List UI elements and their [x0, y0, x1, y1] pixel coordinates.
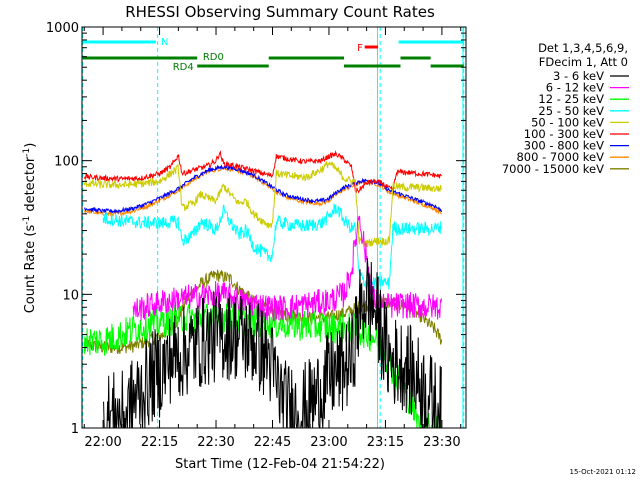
legend-label-6: 100 - 300 keV	[524, 127, 604, 141]
y-axis: 1 10 100 1000	[46, 21, 466, 437]
y-label-main: Count Rate (s	[23, 225, 38, 314]
legend: Det 1,3,4,5,6,9, FDecim 1, Att 0 3 - 6 k…	[502, 41, 629, 176]
x-axis: 22:00 22:15 22:30 22:45 23:00 23:15 23:30	[83, 27, 462, 450]
x-tick-label: 22:30	[197, 435, 234, 450]
y-label-sup2: -1	[22, 148, 32, 157]
annotation-f: F	[357, 43, 363, 54]
x-tick-label: 22:15	[141, 435, 178, 450]
annotation-rd4: RD4	[173, 62, 194, 73]
y-tick-label: 1000	[46, 21, 79, 36]
legend-label-5: 50 - 100 keV	[531, 115, 604, 129]
y-label-sup1: -1	[22, 216, 32, 225]
x-tick-label: 23:00	[310, 435, 347, 450]
chart-title: RHESSI Observing Summary Count Rates	[125, 3, 435, 21]
plot-area	[82, 27, 465, 428]
y-axis-label: Count Rate (s-1 detector-1)	[22, 143, 38, 314]
timestamp: 15-Oct-2021 01:12	[570, 468, 636, 476]
legend-header-1: Det 1,3,4,5,6,9,	[538, 41, 628, 55]
y-label-end: )	[23, 143, 38, 148]
y-label-mid: detector	[23, 156, 38, 216]
series-line-1	[102, 258, 442, 428]
annotation-n: N	[161, 37, 168, 48]
legend-label-7: 300 - 800 keV	[524, 139, 604, 153]
legend-label-9: 7000 - 15000 keV	[502, 162, 604, 176]
legend-label-8: 800 - 7000 keV	[516, 150, 604, 164]
legend-label-2: 6 - 12 keV	[546, 81, 604, 95]
plot-frame	[81, 26, 467, 429]
series-line-6	[83, 150, 442, 194]
x-tick-label: 22:00	[84, 435, 121, 450]
legend-header-2: FDecim 1, Att 0	[539, 55, 628, 69]
x-tick-label: 23:15	[367, 435, 404, 450]
legend-label-3: 12 - 25 keV	[538, 92, 604, 106]
x-tick-label: 23:30	[423, 435, 460, 450]
annotation-rd0: RD0	[203, 52, 224, 63]
x-tick-label: 22:45	[254, 435, 291, 450]
y-tick-label: 1	[71, 422, 79, 437]
y-tick-label: 10	[62, 288, 79, 303]
legend-label-4: 25 - 50 keV	[538, 104, 604, 118]
series-line-2	[132, 215, 442, 322]
x-axis-label: Start Time (12-Feb-04 21:54:22)	[175, 457, 385, 472]
series-line-5	[83, 161, 443, 247]
y-tick-label: 100	[54, 155, 79, 170]
legend-label-1: 3 - 6 keV	[553, 69, 604, 83]
series-line-4	[102, 202, 442, 290]
